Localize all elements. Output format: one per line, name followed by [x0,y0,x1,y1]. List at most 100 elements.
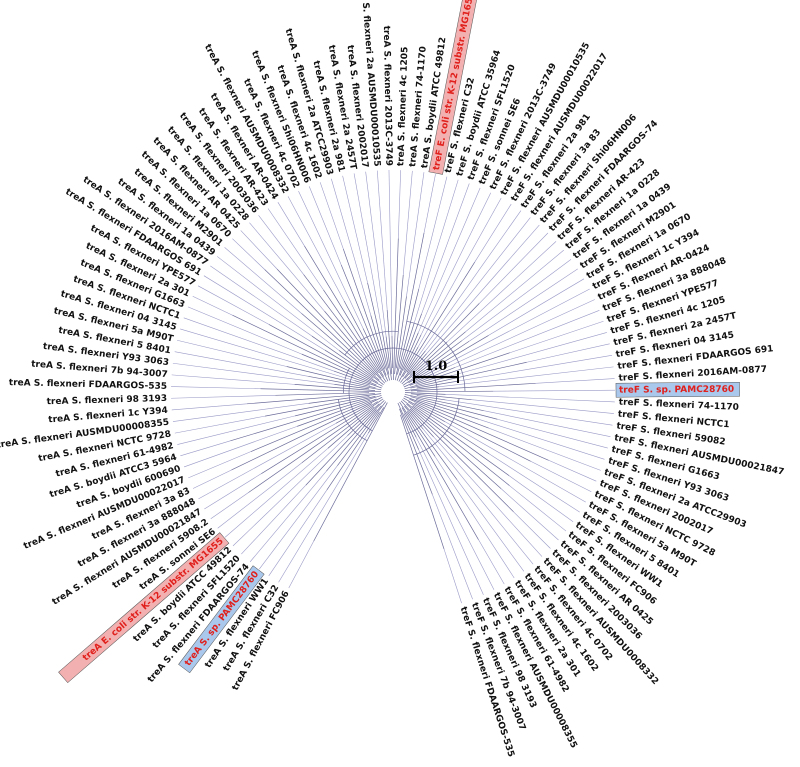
tree-branch [399,323,415,370]
leaf-guide-line [171,374,295,385]
leaf-guide-line [445,399,613,426]
leaf-guide-line [423,174,436,233]
leaf-guide-line [444,421,586,503]
tree-branch [265,396,370,417]
leaf-guide-line [187,306,302,355]
leaf-guide-line [177,339,287,367]
leaf-guide-line [267,208,324,291]
tree-branch [401,407,479,540]
leaf-guide-line [232,435,348,547]
tree-branch [367,407,385,434]
leaf-guide-line [488,278,585,336]
tree-branch [393,238,399,381]
tree-branch [402,261,476,377]
tree-branch [399,408,433,495]
leaf-guide-line [258,465,338,570]
leaf-guide-line [445,394,615,403]
tree-branch [404,386,439,391]
tree-branch [386,309,393,375]
clade-arc [343,368,350,394]
leaf-label: treA S. flexneri 2013C-3749 [381,26,394,167]
leaf-guide-line [203,275,326,351]
leaf-guide-line [493,389,615,392]
leaf-guide-line [447,241,557,343]
leaf-guide-line [172,362,335,385]
leaf-guide-line [183,317,335,372]
leaf-guide-line [308,186,342,266]
leaf-guide-line [331,178,372,316]
tree-branch [404,394,484,412]
tree-branch [260,388,382,393]
leaf-guide-line [449,288,590,363]
leaf-guide-line [388,170,393,336]
tree-branch [400,414,445,550]
tree-branch [308,393,382,404]
red-highlight-box [428,0,484,175]
leaf-guide-line [433,436,543,557]
tree-branch [337,401,387,466]
leaf-guide-line [461,259,572,341]
tree-branch [264,269,376,376]
leaf-guide-line [197,285,270,325]
leaf-guide-line [488,427,601,471]
tree-branch [416,380,458,389]
leaf-guide-line [258,215,304,275]
tree-branch [326,411,380,491]
tree-branch [410,393,472,401]
tree-branch [406,331,466,381]
leaf-guide-line [192,469,232,489]
leaf-guide-line [319,182,344,250]
tree-branch [397,288,420,375]
clade-arc [337,399,368,442]
leaf-guide-line [426,224,540,354]
tree-branch [385,336,392,381]
tree-branch [406,403,502,490]
tree-branch [415,352,510,385]
tree-branch [286,366,376,389]
leaf-guide-line [418,449,484,595]
leaf-guide-line [509,485,567,532]
leaf-guide-line [241,485,307,555]
tree-branch [261,401,378,474]
leaf-guide-line [509,320,604,354]
leaf-guide-line [210,492,249,520]
leaf-guide-line [268,489,328,577]
tree-branch [250,398,377,452]
leaf-guide-line [454,310,600,368]
clade-arc [348,347,438,435]
leaf-guide-line [478,419,605,460]
leaf-guide-line [452,332,607,376]
tree-branch [294,384,376,391]
highlight-boxes [58,0,740,684]
tree-branches [171,170,615,604]
tree-branch [297,399,371,427]
leaf-guide-line [402,170,413,275]
tree-branch [396,296,407,369]
tree-branch [404,392,446,395]
leaf-guide-line [418,187,481,333]
leaf-guide-line [278,432,369,583]
leaf-guide-line [174,415,266,434]
tree-branch [398,346,419,382]
tree-branch [275,392,370,396]
tree-branch [396,313,422,381]
leaf-guide-line [353,173,383,334]
tree-branch [400,400,434,438]
tree-branch [415,398,479,420]
leaf-guide-line [298,190,364,329]
tree-branch [323,289,387,383]
tree-branch [334,384,370,390]
tree-branch [324,311,382,379]
clade-arc [413,398,460,456]
leaf-guide-line [183,426,298,468]
tree-branch [246,393,376,405]
leaf-guide-line [420,192,492,335]
tree-branch [340,264,387,376]
leaf-label: treA S. flexneri 4c 1205 [396,47,410,167]
tree-branch [408,335,489,384]
tree-branch [326,405,382,472]
tree-branch [382,332,390,369]
leaf-guide-line [287,196,345,301]
clade-arc [344,330,399,356]
